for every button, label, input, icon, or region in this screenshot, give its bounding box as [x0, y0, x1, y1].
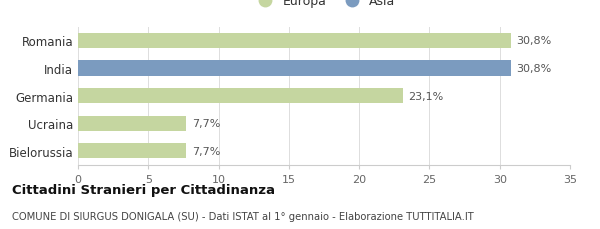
Text: 23,1%: 23,1% — [409, 91, 443, 101]
Text: 30,8%: 30,8% — [517, 36, 552, 46]
Text: COMUNE DI SIURGUS DONIGALA (SU) - Dati ISTAT al 1° gennaio - Elaborazione TUTTIT: COMUNE DI SIURGUS DONIGALA (SU) - Dati I… — [12, 211, 474, 221]
Text: Cittadini Stranieri per Cittadinanza: Cittadini Stranieri per Cittadinanza — [12, 183, 275, 196]
Bar — [78, 144, 186, 159]
Bar — [78, 61, 511, 76]
Bar — [78, 116, 186, 131]
Bar — [78, 89, 403, 104]
Text: 7,7%: 7,7% — [192, 146, 220, 156]
Legend: Europa, Asia: Europa, Asia — [253, 0, 395, 8]
Bar — [78, 34, 511, 49]
Text: 30,8%: 30,8% — [517, 64, 552, 74]
Text: 7,7%: 7,7% — [192, 119, 220, 129]
